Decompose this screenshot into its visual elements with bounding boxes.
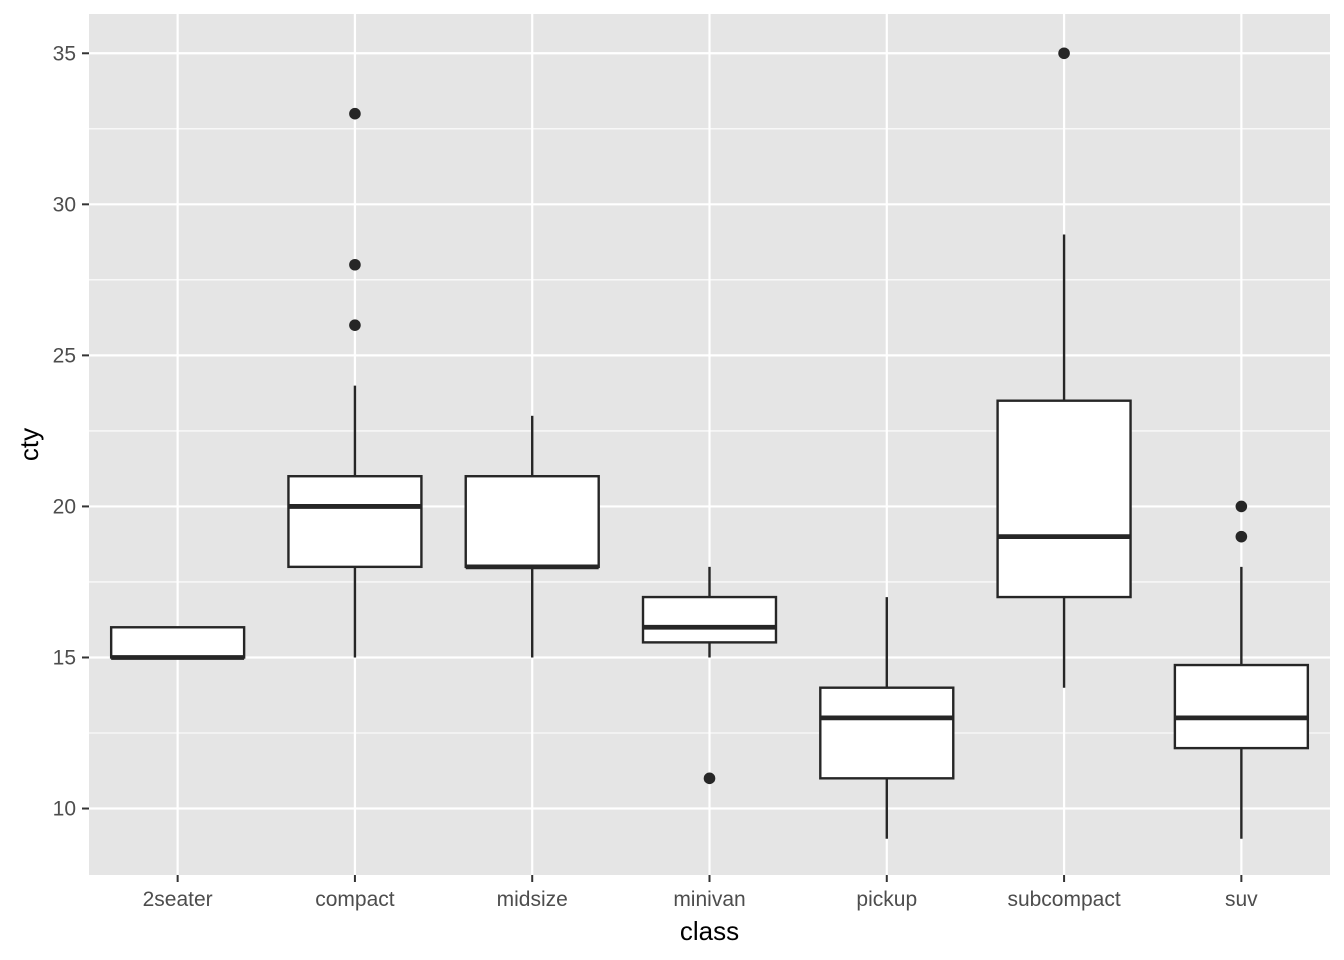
outlier-point: [1235, 500, 1248, 513]
y-tick-label: 30: [53, 193, 76, 216]
box-group-midsize: [464, 415, 600, 658]
x-axis-title: class: [680, 916, 739, 946]
y-axis-title: cty: [14, 428, 44, 461]
outlier-point: [1235, 530, 1248, 543]
box-group-pickup: [819, 597, 955, 839]
box: [996, 399, 1132, 599]
box-group-compact: [287, 107, 423, 658]
y-tick-label: 35: [53, 42, 76, 65]
x-tick-label: midsize: [497, 888, 568, 911]
outlier-point: [349, 319, 361, 331]
x-tick-label: 2seater: [143, 888, 213, 911]
box-group-subcompact: [996, 47, 1132, 688]
outlier-point: [703, 772, 716, 785]
box: [109, 626, 246, 659]
y-tick-label: 15: [53, 646, 76, 669]
outlier-point: [349, 258, 361, 271]
box: [641, 595, 778, 644]
y-tick-label: 10: [53, 798, 76, 821]
y-axis: 10 15 20 25 30 35: [53, 42, 89, 821]
boxes-layer: [109, 47, 1310, 839]
x-tick-label: subcompact: [1007, 888, 1120, 911]
x-tick-label: suv: [1225, 888, 1258, 911]
outlier-point: [1058, 47, 1070, 60]
box-group-minivan: [641, 566, 778, 785]
box: [819, 686, 955, 780]
box-group-2seater: [109, 626, 246, 660]
x-tick-label: pickup: [856, 888, 917, 911]
y-tick-label: 20: [53, 495, 76, 518]
x-axis: 2seater compact midsize minivan pickup subcom…: [143, 875, 1258, 911]
box: [1173, 663, 1310, 750]
x-tick-label: compact: [315, 888, 395, 911]
box-group-suv: [1173, 500, 1310, 839]
x-tick-label: minivan: [673, 888, 745, 911]
y-tick-label: 25: [53, 344, 76, 367]
box: [287, 475, 423, 569]
box: [464, 475, 600, 569]
outlier-point: [349, 107, 361, 120]
